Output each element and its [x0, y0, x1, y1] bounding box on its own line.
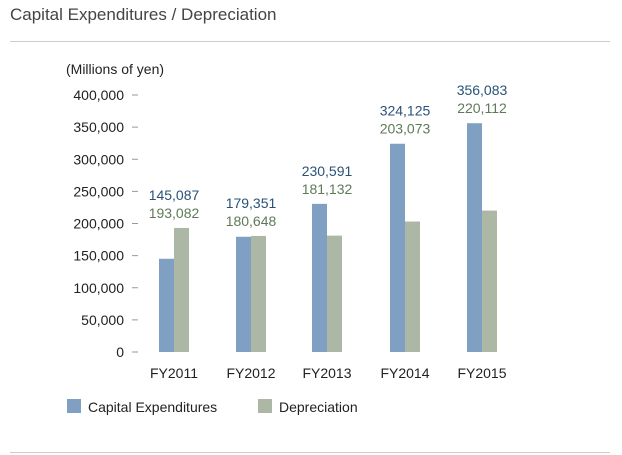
capex-bar [236, 236, 251, 352]
capex-value-label: 179,351 [226, 195, 277, 211]
y-tick-label: 300,000 [73, 151, 124, 167]
capex-value-label: 145,087 [149, 187, 200, 203]
y-tick-label: 100,000 [73, 280, 124, 296]
capex-bar [159, 258, 174, 352]
x-tick-label: FY2015 [457, 365, 506, 381]
depreciation-bar [482, 210, 497, 352]
bottom-divider [10, 452, 610, 453]
y-tick-label: 150,000 [73, 248, 124, 264]
legend-label-capex: Capital Expenditures [88, 399, 217, 415]
depreciation-bar [251, 235, 266, 352]
x-tick-label: FY2011 [150, 365, 198, 381]
depreciation-value-label: 180,648 [226, 213, 277, 229]
y-tick-label: 250,000 [73, 183, 124, 199]
depreciation-bar [174, 227, 189, 352]
x-tick-label: FY2013 [302, 365, 351, 381]
y-tick-label: 50,000 [81, 312, 124, 328]
y-tick-label: 400,000 [73, 87, 124, 103]
title-divider [10, 41, 610, 42]
legend-label-depreciation: Depreciation [279, 399, 358, 415]
capex-value-label: 324,125 [380, 103, 431, 119]
y-tick-label: 200,000 [73, 216, 124, 232]
x-tick-label: FY2014 [380, 365, 429, 381]
depreciation-bar [405, 221, 420, 352]
depreciation-value-label: 220,112 [457, 100, 507, 116]
y-axis-label: (Millions of yen) [66, 61, 165, 77]
y-tick-label: 350,000 [73, 119, 124, 135]
capex-bar [312, 203, 327, 352]
capex-bar [390, 143, 405, 352]
depreciation-value-label: 181,132 [302, 181, 353, 197]
y-tick-label: 0 [116, 344, 124, 360]
depreciation-value-label: 203,073 [380, 121, 431, 137]
x-tick-label: FY2012 [226, 365, 275, 381]
depreciation-bar [327, 235, 342, 352]
legend-swatch-capex [67, 399, 81, 413]
legend-swatch-depreciation [258, 399, 272, 413]
depreciation-value-label: 193,082 [149, 205, 200, 221]
capex-value-label: 230,591 [302, 163, 353, 179]
capex-bar [467, 123, 482, 352]
chart-title: Capital Expenditures / Depreciation [10, 5, 277, 24]
capex-value-label: 356,083 [457, 82, 508, 98]
